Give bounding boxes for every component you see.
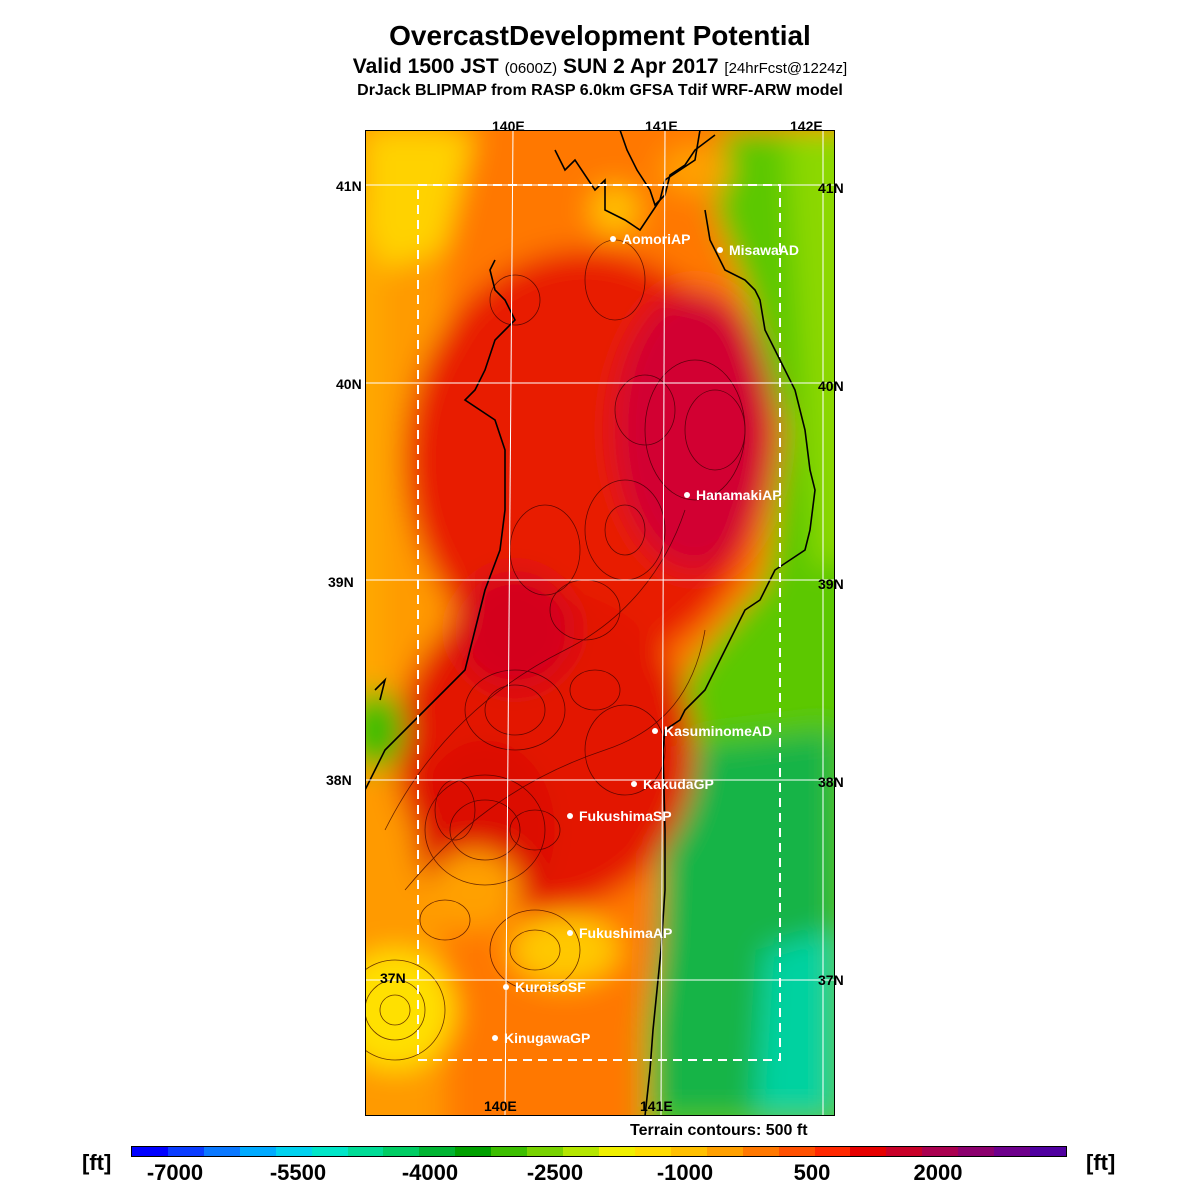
lon-label-top-141e: 141E bbox=[645, 118, 678, 134]
field-shading bbox=[365, 130, 835, 1116]
scale-swatch-24 bbox=[994, 1147, 1031, 1156]
scale-tick-label: 500 bbox=[793, 1160, 831, 1185]
station-kasuminomead: KasuminomeAD bbox=[652, 723, 772, 739]
lat-label-right-41n: 41N bbox=[818, 180, 844, 196]
scale-swatch-7 bbox=[383, 1147, 420, 1156]
lon-label-bottom-141e: 141E bbox=[640, 1098, 673, 1114]
inner-domain-boundary bbox=[417, 184, 781, 1061]
scale-swatch-8 bbox=[419, 1147, 456, 1156]
valid-date: SUN 2 Apr 2017 bbox=[562, 55, 719, 78]
scale-tick-label: -1000 bbox=[656, 1160, 714, 1185]
station-markers: AomoriAP MisawaAD HanamakiAP KasuminomeA… bbox=[492, 231, 799, 1046]
svg-text:MisawaAD: MisawaAD bbox=[729, 242, 799, 258]
terrain-contours bbox=[365, 239, 746, 1061]
lat-label-left-37n: 37N bbox=[380, 970, 406, 986]
chart-title: OvercastDevelopment Potential bbox=[389, 20, 811, 51]
forecast-info: [24hrFcst@1224z] bbox=[724, 60, 848, 77]
scale-swatch-21 bbox=[886, 1147, 923, 1156]
scale-swatch-11 bbox=[527, 1147, 564, 1156]
map-frame bbox=[365, 130, 835, 1116]
station-misawaad: MisawaAD bbox=[717, 242, 799, 258]
lat-label-left-38n: 38N bbox=[326, 772, 352, 788]
scale-swatch-14 bbox=[634, 1147, 671, 1156]
station-kinugawagp: KinugawaGP bbox=[492, 1030, 590, 1046]
model-description: DrJack BLIPMAP from RASP 6.0km GFSA Tdif… bbox=[357, 82, 843, 99]
scale-swatch-3 bbox=[239, 1147, 276, 1156]
scale-swatch-10 bbox=[491, 1147, 528, 1156]
valid-time: Valid 1500 JST bbox=[352, 55, 499, 78]
lat-label-left-41n: 41N bbox=[336, 178, 362, 194]
station-kuroisosf: KuroisoSF bbox=[503, 979, 586, 995]
scale-tick-label: -4000 bbox=[401, 1160, 459, 1185]
scale-swatch-20 bbox=[850, 1147, 887, 1156]
scale-swatch-0 bbox=[132, 1147, 168, 1156]
lon-label-top-142e: 142E bbox=[790, 118, 823, 134]
valid-time-line: Valid 1500 JST (0600Z) SUN 2 Apr 2017 [2… bbox=[0, 55, 1200, 79]
station-fukushimaap: FukushimaAP bbox=[567, 925, 672, 941]
svg-text:KakudaGP: KakudaGP bbox=[643, 776, 714, 792]
lat-label-right-37n: 37N bbox=[818, 972, 844, 988]
scale-tick-label: -2500 bbox=[526, 1160, 584, 1185]
station-hanamakiap: HanamakiAP bbox=[684, 487, 782, 503]
svg-text:KuroisoSF: KuroisoSF bbox=[515, 979, 586, 995]
unit-label-left: [ft] bbox=[82, 1150, 112, 1175]
scale-swatch-13 bbox=[598, 1147, 635, 1156]
utc-time: (0600Z) bbox=[504, 60, 558, 77]
terrain-contour-note: Terrain contours: 500 ft bbox=[630, 1122, 808, 1139]
scale-swatch-12 bbox=[563, 1147, 599, 1156]
lat-label-right-39n: 39N bbox=[818, 576, 844, 592]
svg-text:HanamakiAP: HanamakiAP bbox=[696, 487, 782, 503]
scale-swatch-15 bbox=[670, 1147, 707, 1156]
lon-label-bottom-140e: 140E bbox=[484, 1098, 517, 1114]
unit-label-right: [ft] bbox=[1086, 1150, 1116, 1175]
scale-swatch-6 bbox=[347, 1147, 384, 1156]
scale-swatch-16 bbox=[706, 1147, 743, 1156]
scale-swatch-23 bbox=[958, 1147, 995, 1156]
svg-text:KasuminomeAD: KasuminomeAD bbox=[664, 723, 772, 739]
scale-swatch-25 bbox=[1030, 1147, 1066, 1156]
scale-swatch-1 bbox=[167, 1147, 204, 1156]
lat-label-right-38n: 38N bbox=[818, 774, 844, 790]
scale-tick-label: -5500 bbox=[269, 1160, 327, 1185]
station-aomoriap: AomoriAP bbox=[610, 231, 690, 247]
svg-text:AomoriAP: AomoriAP bbox=[622, 231, 690, 247]
lat-label-right-40n: 40N bbox=[818, 378, 844, 394]
svg-text:FukushimaAP: FukushimaAP bbox=[579, 925, 672, 941]
scale-swatch-9 bbox=[455, 1147, 492, 1156]
scale-swatch-5 bbox=[311, 1147, 348, 1156]
forecast-map: AomoriAP MisawaAD HanamakiAP KasuminomeA… bbox=[365, 130, 835, 1116]
scale-swatch-2 bbox=[203, 1147, 240, 1156]
lon-label-top-140e: 140E bbox=[492, 118, 525, 134]
scale-swatch-19 bbox=[814, 1147, 851, 1156]
station-kakudagp: KakudaGP bbox=[631, 776, 714, 792]
lat-label-left-40n: 40N bbox=[336, 376, 362, 392]
color-scale-bar bbox=[131, 1146, 1067, 1157]
station-fukushimasp: FukushimaSP bbox=[567, 808, 672, 824]
scale-tick-label: 2000 bbox=[913, 1160, 963, 1185]
scale-swatch-22 bbox=[922, 1147, 959, 1156]
svg-text:KinugawaGP: KinugawaGP bbox=[504, 1030, 590, 1046]
scale-swatch-18 bbox=[778, 1147, 815, 1156]
scale-swatch-17 bbox=[742, 1147, 779, 1156]
scale-swatch-4 bbox=[275, 1147, 312, 1156]
svg-text:FukushimaSP: FukushimaSP bbox=[579, 808, 672, 824]
lat-label-left-39n: 39N bbox=[328, 574, 354, 590]
scale-tick-label: -7000 bbox=[146, 1160, 204, 1185]
